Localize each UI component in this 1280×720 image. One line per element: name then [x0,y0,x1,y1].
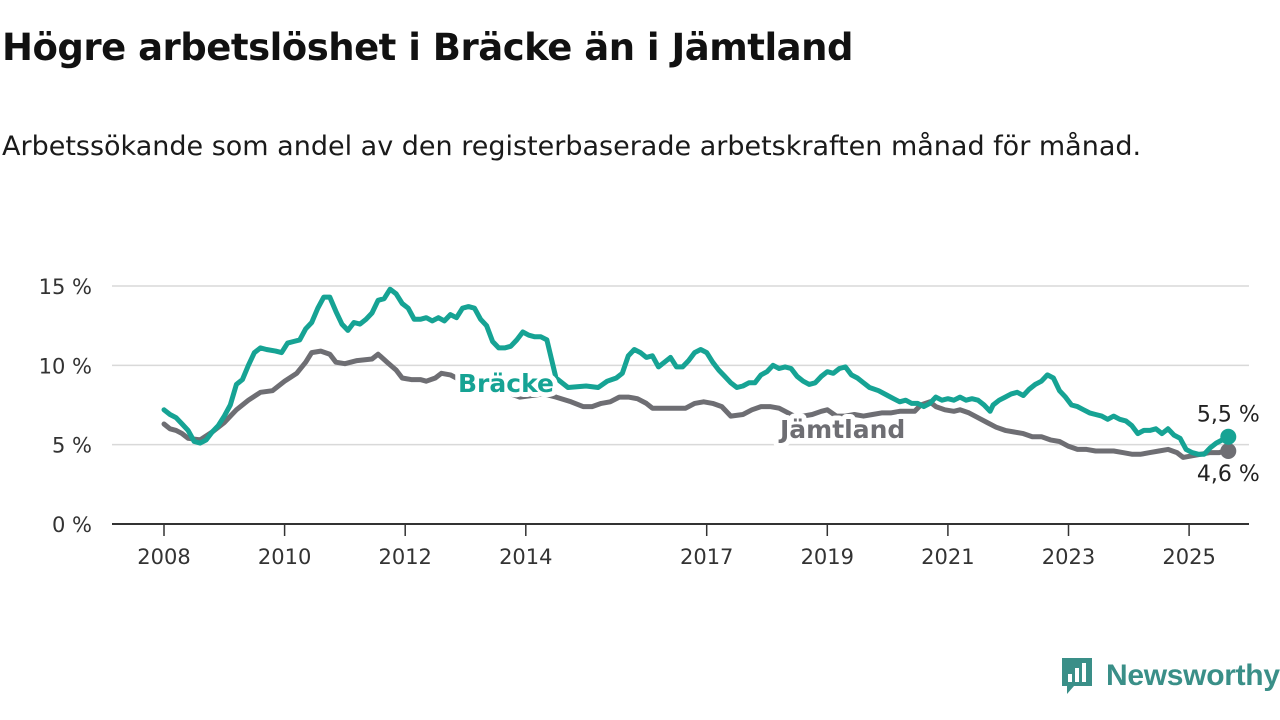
x-tick-label: 2017 [680,545,733,569]
y-tick-label: 5 % [52,434,92,458]
series-label-halo: Bräcke [458,369,554,398]
series-line-brcke [161,286,1231,457]
y-tick-label: 0 % [52,513,92,537]
end-point-marker [1220,428,1237,445]
x-tick-label: 2008 [137,545,190,569]
newsworthy-logo: Newsworthy [1060,656,1280,696]
x-tick-label: 2025 [1162,545,1215,569]
y-tick-label: 10 % [39,354,92,378]
series-label: Bräcke [458,369,554,398]
series-lines [161,286,1237,460]
end-value-label: 4,6 % [1197,462,1260,487]
y-tick-label: 15 % [39,275,92,299]
x-tick-label: 2010 [258,545,311,569]
chart-title: Högre arbetslöshet i Bräcke än i Jämtlan… [2,26,853,69]
series-label: Jämtland [778,415,905,444]
series-line-jmtland [161,348,1231,460]
axes [112,523,1249,536]
newsworthy-logo-icon [1062,658,1092,694]
end-point-marker [1220,443,1237,460]
line-chart: 0 % 5 % 10 % 15 % 2008 2010 2012 2014 2017 2019 20… [39,275,1260,569]
newsworthy-logo-text: Newsworthy [1106,659,1280,692]
labels: 0 % 5 % 10 % 15 % 2008 2010 2012 2014 2017 2019 20… [39,275,1260,569]
end-value-label: 5,5 % [1197,403,1260,428]
series-label-halo: Jämtland [778,415,905,444]
x-tick-label: 2021 [921,545,974,569]
chart-subtitle: Arbetssökande som andel av den registerb… [2,131,1142,162]
x-tick-label: 2014 [499,545,552,569]
x-tick-label: 2019 [801,545,854,569]
x-tick-label: 2012 [378,545,431,569]
x-tick-label: 2023 [1042,545,1095,569]
